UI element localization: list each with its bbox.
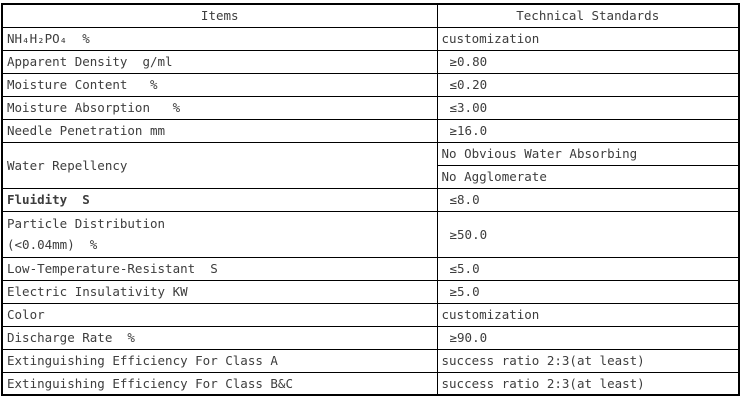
row-low-temperature-resistant: Low-Temperature-Resistant S ≤5.0 — [1, 256, 740, 281]
row-apparent-density: Apparent Density g/ml ≥0.80 — [1, 49, 740, 74]
row-particle-distribution: Particle Distribution (<0.04mm) % ≥50.0 — [1, 210, 740, 258]
row-electric-insulativity: Electric Insulativity KW ≥5.0 — [1, 279, 740, 304]
header-technical-standards: Technical Standards — [436, 3, 740, 28]
value-cell: success ratio 2:3(at least) — [436, 371, 740, 396]
item-cell: Color — [1, 302, 438, 327]
item-cell: NH₄H₂PO₄ % — [1, 26, 438, 51]
row-extinguishing-class-a: Extinguishing Efficiency For Class A suc… — [1, 348, 740, 373]
item-cell: Moisture Content % — [1, 72, 438, 97]
item-cell: Electric Insulativity KW — [1, 279, 438, 304]
row-color: Color customization — [1, 302, 740, 327]
row-discharge-rate: Discharge Rate % ≥90.0 — [1, 325, 740, 350]
row-moisture-content: Moisture Content % ≤0.20 — [1, 72, 740, 97]
header-row: Items Technical Standards — [1, 3, 740, 28]
item-cell: Water Repellency — [1, 141, 438, 189]
row-nh4h2po4: NH₄H₂PO₄ % customization — [1, 26, 740, 51]
item-cell: Extinguishing Efficiency For Class A — [1, 348, 438, 373]
value-cell: No Agglomerate — [436, 164, 740, 189]
value-cell: success ratio 2:3(at least) — [436, 348, 740, 373]
value-cell: ≤3.00 — [436, 95, 740, 120]
value-cell: ≤8.0 — [436, 187, 740, 212]
row-extinguishing-class-bc: Extinguishing Efficiency For Class B&C s… — [1, 371, 740, 396]
item-cell: Needle Penetration mm — [1, 118, 438, 143]
item-cell: Low-Temperature-Resistant S — [1, 256, 438, 281]
value-cell: No Obvious Water Absorbing — [436, 141, 740, 166]
item-cell: Moisture Absorption % — [1, 95, 438, 120]
row-water-repellency-2: No Agglomerate — [2, 164, 740, 189]
row-water-repellency: Water Repellency No Obvious Water Absorb… — [1, 141, 740, 189]
value-cell: ≤0.20 — [436, 72, 740, 97]
header-items: Items — [1, 3, 438, 28]
row-fluidity: Fluidity S ≤8.0 — [1, 187, 740, 212]
item-cell: Extinguishing Efficiency For Class B&C — [1, 371, 438, 396]
row-needle-penetration: Needle Penetration mm ≥16.0 — [1, 118, 740, 143]
value-cell: customization — [436, 26, 740, 51]
value-cell: ≤5.0 — [436, 256, 740, 281]
value-cell: ≥90.0 — [436, 325, 740, 350]
item-cell: Discharge Rate % — [1, 325, 438, 350]
item-cell: Apparent Density g/ml — [1, 49, 438, 74]
item-cell: Particle Distribution (<0.04mm) % — [1, 210, 438, 258]
value-cell: ≥50.0 — [436, 210, 740, 258]
technical-standards-table: Items Technical Standards NH₄H₂PO₄ % cus… — [1, 3, 740, 396]
value-cell: ≥0.80 — [436, 49, 740, 74]
value-cell: ≥5.0 — [436, 279, 740, 304]
value-cell: ≥16.0 — [436, 118, 740, 143]
item-cell: Fluidity S — [1, 187, 438, 212]
value-cell: customization — [436, 302, 740, 327]
row-moisture-absorption: Moisture Absorption % ≤3.00 — [1, 95, 740, 120]
